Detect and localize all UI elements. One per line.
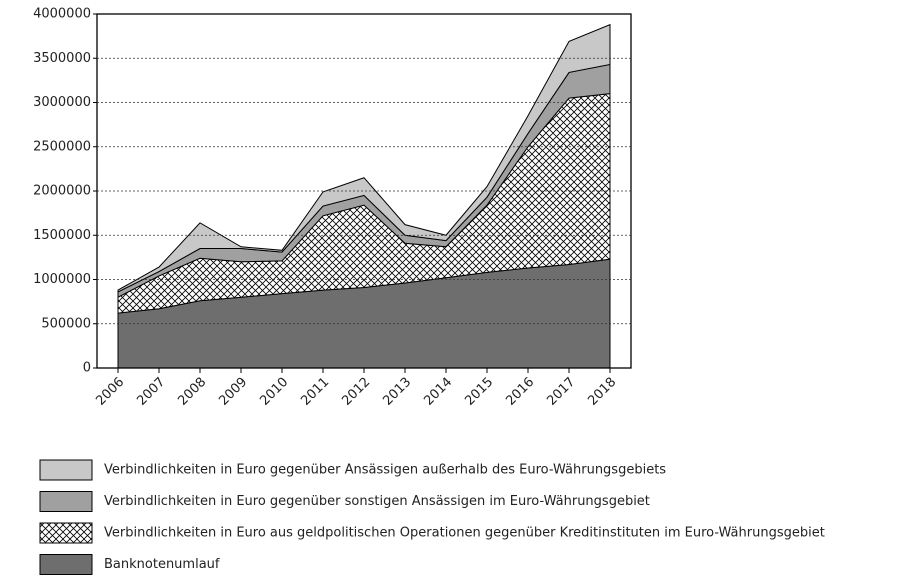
x-tick-label: 2018 [585, 375, 619, 409]
x-tick-label: 2011 [298, 375, 332, 409]
y-tick-label: 0 [83, 361, 91, 376]
x-tick-label: 2014 [421, 375, 455, 409]
y-tick-label: 500000 [41, 316, 91, 331]
x-tick-label: 2017 [544, 375, 578, 409]
legend-label: Verbindlichkeiten in Euro gegenüber sons… [104, 494, 650, 509]
x-tick-label: 2009 [216, 375, 250, 409]
y-tick-label: 4000000 [33, 7, 91, 22]
legend-swatch [39, 459, 93, 481]
legend-label: Verbindlichkeiten in Euro gegenüber Ansä… [104, 463, 666, 478]
x-tick-label: 2010 [257, 375, 291, 409]
legend-swatch [39, 491, 93, 512]
y-tick-label: 1000000 [33, 272, 91, 287]
legend-label: Banknotenumlauf [104, 557, 220, 572]
x-tick-label: 2015 [462, 375, 496, 409]
legend-swatch [39, 522, 93, 544]
x-tick-label: 2016 [503, 375, 537, 409]
legend-label: Verbindlichkeiten in Euro aus geldpoliti… [104, 526, 825, 541]
legend-swatch [39, 554, 93, 575]
x-tick-label: 2008 [175, 375, 209, 409]
y-tick-label: 3500000 [33, 51, 91, 66]
x-tick-label: 2013 [380, 375, 414, 409]
x-tick-label: 2007 [134, 375, 168, 409]
y-tick-label: 1500000 [33, 228, 91, 243]
y-tick-label: 2500000 [33, 139, 91, 154]
x-tick-label: 2012 [339, 375, 373, 409]
x-tick-label: 2006 [93, 375, 127, 409]
y-tick-label: 3000000 [33, 95, 91, 110]
area [117, 23, 611, 293]
y-tick-label: 2000000 [33, 184, 91, 199]
